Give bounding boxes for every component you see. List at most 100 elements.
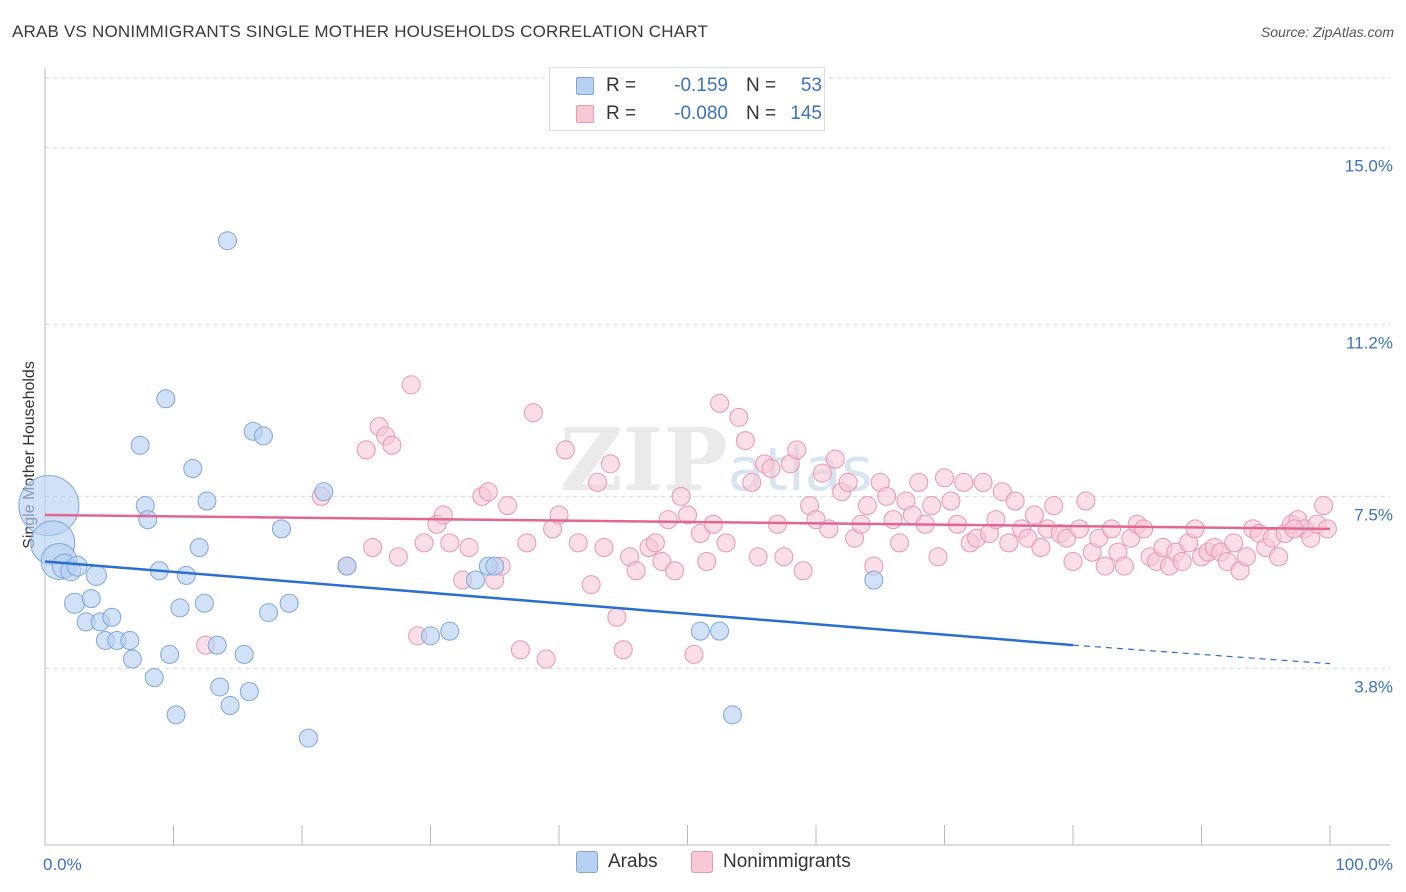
arabs-point	[314, 482, 334, 502]
arabs-trend-line-extension	[1072, 644, 1331, 665]
r-label: R =	[606, 103, 637, 124]
nonimmigrants-point	[1024, 505, 1044, 525]
arabs-point	[279, 593, 299, 613]
arabs-point	[160, 644, 180, 664]
arabs-point	[102, 607, 122, 627]
nonimmigrants-point	[1172, 551, 1192, 571]
arabs-point	[130, 435, 150, 455]
nonimmigrants-point	[1102, 519, 1122, 539]
nonimmigrants-point	[922, 496, 942, 516]
arabs-legend-swatch	[576, 851, 598, 873]
arabs-point	[690, 621, 710, 641]
nonimmigrants-point	[767, 514, 787, 534]
nonimmigrants-point	[401, 375, 421, 395]
arabs-point	[122, 649, 142, 669]
n-value: 145	[790, 103, 822, 124]
nonimmigrants-point	[812, 463, 832, 483]
arabs-point	[298, 728, 318, 748]
nonimmigrants-legend-swatch	[691, 851, 713, 873]
nonimmigrants-point	[1089, 528, 1109, 548]
arabs-trend-line	[44, 560, 1074, 647]
nonimmigrants-point	[678, 505, 697, 525]
nonimmigrants-point	[600, 454, 620, 474]
nonimmigrants-point	[1236, 547, 1256, 567]
nonimmigrants-point	[1314, 496, 1334, 516]
nonimmigrants-point	[440, 533, 460, 553]
nonimmigrants-point	[581, 575, 601, 595]
arabs-point	[210, 677, 230, 697]
arabs-point	[138, 510, 158, 530]
nonimmigrants-point	[1224, 533, 1244, 553]
arabs-point	[722, 705, 742, 725]
nonimmigrants-point	[459, 537, 479, 557]
arabs-point	[176, 565, 196, 585]
legend-item-nonimmigrants[interactable]: Nonimmigrants	[691, 851, 851, 873]
arabs-point	[485, 556, 505, 576]
nonimmigrants-point	[793, 561, 813, 581]
nonimmigrants-point	[1057, 528, 1077, 548]
n-label: N =	[746, 75, 777, 96]
nonimmigrants-point	[787, 440, 807, 460]
nonimmigrants-point	[671, 486, 691, 506]
nonimmigrants-point	[883, 510, 903, 530]
legend-item-arabs[interactable]: Arabs	[576, 851, 658, 873]
nonimmigrants-point	[716, 533, 736, 553]
nonimmigrants-point	[928, 547, 948, 567]
nonimmigrants-point	[690, 524, 710, 544]
nonimmigrants-point	[478, 482, 498, 502]
nonimmigrants-point	[729, 407, 749, 427]
y-tick-label: 15.0%	[1345, 157, 1393, 176]
arabs-point	[183, 458, 203, 478]
nonimmigrants-point	[697, 551, 717, 571]
nonimmigrants-point	[645, 533, 665, 553]
arabs-point	[170, 598, 190, 618]
nonimmigrants-point	[536, 649, 556, 669]
nonimmigrants-point	[1185, 519, 1205, 539]
stats-legend: R = -0.159 N = 53 R = -0.080 N = 145	[549, 67, 825, 131]
nonimmigrants-point	[658, 510, 678, 530]
nonimmigrants-point	[665, 561, 685, 581]
r-value: -0.159	[674, 75, 728, 96]
chart-title: ARAB VS NONIMMIGRANTS SINGLE MOTHER HOUS…	[12, 22, 709, 41]
arabs-point	[194, 593, 214, 613]
arabs-point	[156, 389, 176, 409]
nonimmigrants-point	[999, 533, 1019, 553]
nonimmigrants-point	[1005, 491, 1025, 511]
nonimmigrants-point	[742, 472, 762, 492]
arabs-point	[207, 635, 227, 655]
arabs-point	[234, 644, 254, 664]
nonimmigrants-point	[941, 491, 961, 511]
y-tick-label: 7.5%	[1354, 505, 1393, 524]
nonimmigrants-point	[1031, 537, 1051, 557]
nonimmigrants-point	[594, 537, 614, 557]
arabs-point	[66, 555, 88, 577]
n-value: 53	[800, 75, 822, 96]
nonimmigrants-point	[1134, 519, 1154, 539]
arabs-point	[253, 426, 273, 446]
nonimmigrants-point	[857, 496, 877, 516]
nonimmigrants-point	[761, 458, 781, 478]
nonimmigrants-point	[498, 496, 518, 516]
nonimmigrants-point	[1018, 528, 1038, 548]
nonimmigrants-trend-line	[44, 513, 1331, 531]
nonimmigrants-point	[510, 640, 530, 660]
nonimmigrants-point	[710, 393, 730, 413]
nonimmigrants-point	[433, 505, 453, 525]
x-tick-label: 0.0%	[43, 855, 82, 874]
nonimmigrants-point	[748, 547, 768, 567]
nonimmigrants-point	[684, 644, 704, 664]
nonimmigrants-point	[652, 551, 672, 571]
arabs-point	[710, 621, 730, 641]
nonimmigrants-point	[935, 468, 954, 488]
arabs-point	[189, 537, 209, 557]
nonimmigrants-point	[735, 431, 755, 451]
nonimmigrants-point	[568, 533, 588, 553]
nonimmigrants-point	[890, 533, 910, 553]
nonimmigrants-point	[382, 435, 402, 455]
nonimmigrants-point	[613, 640, 633, 660]
nonimmigrants-point	[954, 472, 974, 492]
nonimmigrants-point	[607, 607, 627, 627]
arabs-point	[421, 626, 440, 646]
nonimmigrants-point	[774, 547, 794, 567]
